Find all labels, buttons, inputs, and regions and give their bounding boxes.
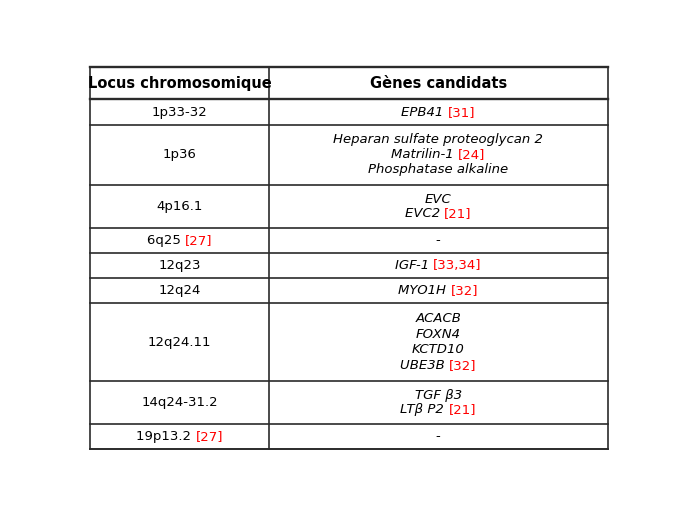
Text: UBE3B: UBE3B xyxy=(400,359,449,372)
Text: Gènes candidats: Gènes candidats xyxy=(370,76,507,91)
Text: EVC2: EVC2 xyxy=(405,207,444,220)
Text: 4p16.1: 4p16.1 xyxy=(157,200,203,213)
Text: ACACB: ACACB xyxy=(415,312,461,325)
Text: 12q23: 12q23 xyxy=(159,259,201,272)
Text: [31]: [31] xyxy=(447,106,475,119)
Text: Matrilin-1: Matrilin-1 xyxy=(391,148,458,161)
Text: -: - xyxy=(436,234,441,247)
Text: 1p33-32: 1p33-32 xyxy=(152,106,208,119)
Text: Phosphatase alkaline: Phosphatase alkaline xyxy=(368,164,508,176)
Text: [27]: [27] xyxy=(195,430,223,443)
Text: FOXN4: FOXN4 xyxy=(415,328,461,341)
Text: [32]: [32] xyxy=(449,359,477,372)
Text: [32]: [32] xyxy=(451,284,478,297)
Text: [27]: [27] xyxy=(185,234,212,247)
Text: IGF-1: IGF-1 xyxy=(395,259,433,272)
Text: 12q24: 12q24 xyxy=(159,284,201,297)
Text: EVC: EVC xyxy=(425,193,452,206)
Text: MYO1H: MYO1H xyxy=(398,284,451,297)
Text: Heparan sulfate proteoglycan 2: Heparan sulfate proteoglycan 2 xyxy=(333,133,543,146)
Text: 19p13.2: 19p13.2 xyxy=(136,430,195,443)
Text: [21]: [21] xyxy=(449,403,476,416)
Text: 14q24-31.2: 14q24-31.2 xyxy=(142,396,218,409)
Text: 1p36: 1p36 xyxy=(163,148,197,161)
Text: [21]: [21] xyxy=(444,207,472,220)
Text: Locus chromosomique: Locus chromosomique xyxy=(88,76,272,91)
Text: TGF β3: TGF β3 xyxy=(415,389,462,402)
Text: LTβ P2: LTβ P2 xyxy=(400,403,449,416)
Text: EPB41: EPB41 xyxy=(401,106,447,119)
Text: KCTD10: KCTD10 xyxy=(412,343,464,356)
Text: 6q25: 6q25 xyxy=(147,234,185,247)
Text: 12q24.11: 12q24.11 xyxy=(148,336,211,349)
Text: -: - xyxy=(436,430,441,443)
Text: [33,34]: [33,34] xyxy=(433,259,481,272)
Text: [24]: [24] xyxy=(458,148,486,161)
